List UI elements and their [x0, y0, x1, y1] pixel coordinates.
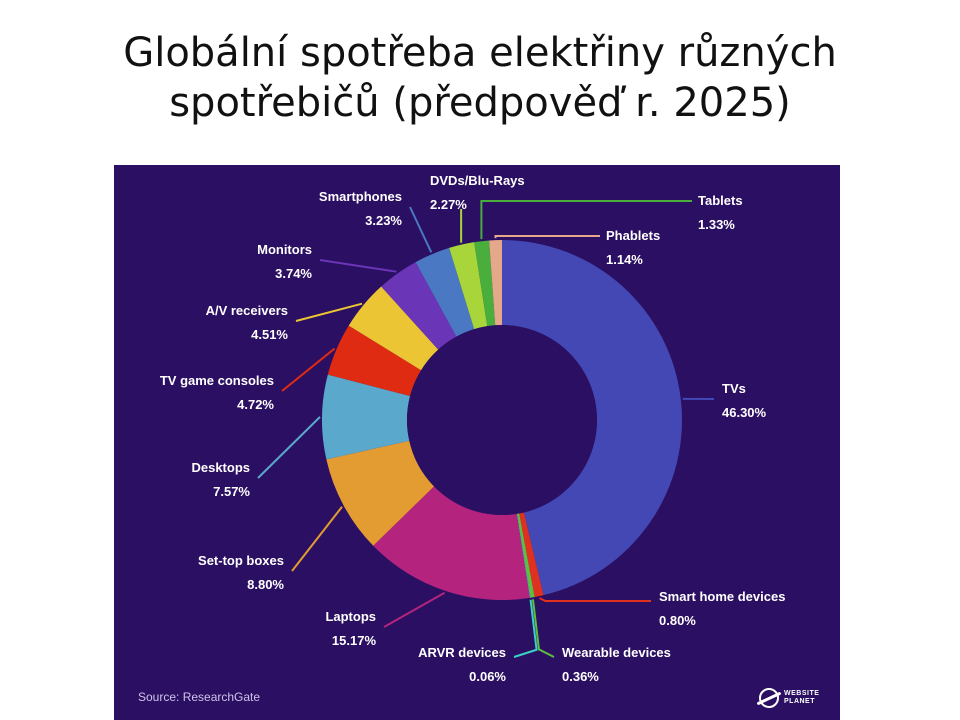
label-monitors: Monitors: [257, 242, 312, 257]
slice-phablets: [489, 240, 502, 326]
value-label-laptops: 15.17%: [332, 633, 377, 648]
leader-line-tv-game-consoles: [281, 347, 336, 392]
slide-title-line-1: Globální spotřeba elektřiny různých: [123, 30, 837, 76]
slide-title-line-2: spotřebičů (předpověď r. 2025): [169, 80, 791, 126]
value-label-arvr-devices: 0.06%: [469, 669, 506, 684]
value-label-smartphones: 3.23%: [365, 213, 402, 228]
slice-smart-home-devices: [519, 512, 544, 598]
value-label-desktops: 7.57%: [213, 484, 250, 499]
leader-line-phablets: [494, 235, 600, 239]
slices-layer: [322, 240, 682, 600]
planet-icon: [759, 688, 779, 708]
slice-laptops: [373, 486, 530, 600]
leader-line-monitors: [319, 259, 397, 273]
value-label-tv-game-consoles: 4.72%: [237, 397, 274, 412]
leader-line-a-v-receivers: [295, 302, 363, 322]
label-phablets: Phablets: [606, 228, 660, 243]
slice-monitors: [381, 262, 457, 350]
label-wearable-devices: Wearable devices: [562, 645, 671, 660]
label-a-v-receivers: A/V receivers: [206, 303, 288, 318]
leader-line-arvr-devices: [513, 599, 538, 658]
leader-line-laptops: [383, 591, 446, 628]
slice-arvr-devices: [516, 513, 531, 598]
leader-line-desktops: [257, 416, 321, 479]
chart-panel: TVs 46.30% Smart home devices 0.80% Wearable…: [114, 165, 840, 720]
donut-chart: TVs 46.30% Smart home devices 0.80% Wearable…: [160, 173, 786, 684]
label-tablets: Tablets: [698, 193, 743, 208]
slice-tvs: [502, 240, 682, 596]
brand-text: WEBSITE PLANET: [784, 690, 822, 706]
label-desktops: Desktops: [191, 460, 250, 475]
brand-logo: WEBSITE PLANET: [759, 688, 822, 708]
slice-smartphones: [415, 247, 475, 337]
brand-line-2: PLANET: [784, 698, 815, 705]
slice-tablets: [474, 240, 496, 327]
slice-dvds-blu-rays: [449, 242, 488, 330]
label-tvs: TVs: [722, 381, 746, 396]
source-note: Source: ResearchGate: [138, 690, 261, 704]
label-tv-game-consoles: TV game consoles: [160, 373, 274, 388]
leader-line-set-top-boxes: [291, 506, 343, 572]
label-arvr-devices: ARVR devices: [418, 645, 506, 660]
value-label-set-top-boxes: 8.80%: [247, 577, 284, 592]
label-dvds-blu-rays: DVDs/Blu-Rays: [430, 173, 525, 188]
label-set-top-boxes: Set-top boxes: [198, 553, 284, 568]
label-smart-home-devices: Smart home devices: [659, 589, 785, 604]
value-label-a-v-receivers: 4.51%: [251, 327, 288, 342]
leader-line-tablets: [480, 200, 692, 240]
donut-hole: [407, 325, 597, 515]
slice-tv-game-consoles: [327, 325, 422, 397]
slice-a-v-receivers: [348, 286, 439, 371]
value-label-tvs: 46.30%: [722, 405, 767, 420]
labels-layer: TVs 46.30% Smart home devices 0.80% Wearable…: [160, 173, 786, 684]
value-label-phablets: 1.14%: [606, 252, 643, 267]
label-smartphones: Smartphones: [319, 189, 402, 204]
slide-title: Globální spotřeba elektřiny různých spot…: [40, 28, 920, 128]
leader-line-wearable-devices: [531, 599, 555, 658]
value-label-dvds-blu-rays: 2.27%: [430, 197, 467, 212]
value-label-smart-home-devices: 0.80%: [659, 613, 696, 628]
brand-line-1: WEBSITE: [784, 690, 820, 697]
leader-line-smart-home-devices: [539, 597, 651, 602]
value-label-wearable-devices: 0.36%: [562, 669, 599, 684]
slice-set-top-boxes: [326, 440, 435, 546]
label-laptops: Laptops: [325, 609, 376, 624]
leader-lines-layer: [257, 200, 715, 658]
slice-wearable-devices: [517, 513, 535, 598]
leader-line-smartphones: [409, 206, 433, 253]
slice-desktops: [322, 374, 411, 460]
value-label-monitors: 3.74%: [275, 266, 312, 281]
value-label-tablets: 1.33%: [698, 217, 735, 232]
